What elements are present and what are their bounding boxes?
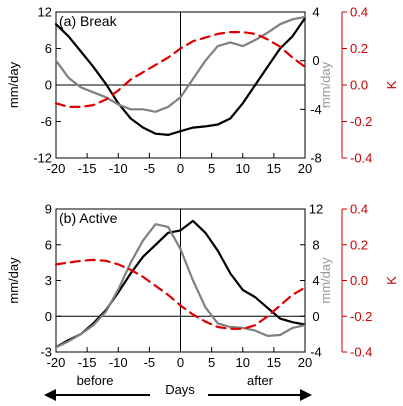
x-tick-label: 15 bbox=[267, 355, 281, 370]
panel-label: (b) Active bbox=[59, 210, 118, 226]
x-tick-label: 20 bbox=[298, 161, 312, 176]
y-right2-tick-label: 0.4 bbox=[350, 5, 368, 20]
x-tick-label: -15 bbox=[78, 355, 97, 370]
y-left-tick-label: 9 bbox=[45, 202, 52, 217]
y-left-label: mm/day bbox=[6, 257, 21, 304]
y-left-tick-label: -6 bbox=[40, 114, 52, 129]
x-tick-label: 5 bbox=[208, 355, 215, 370]
y-right1-tick-label: -8 bbox=[310, 151, 322, 166]
y-right2-tick-label: 0.0 bbox=[350, 78, 368, 93]
y-right2-tick-label: 0.2 bbox=[350, 41, 368, 56]
y-right2-tick-label: -0.2 bbox=[350, 309, 372, 324]
y-left-tick-label: 0 bbox=[45, 78, 52, 93]
y-right2-tick-label: -0.4 bbox=[350, 345, 372, 360]
precip-line bbox=[54, 219, 307, 349]
x-tick-label: 20 bbox=[298, 355, 312, 370]
y-right2-tick-label: 0.2 bbox=[350, 237, 368, 252]
y-right1-tick-label: -4 bbox=[310, 102, 322, 117]
y-right1-label: mm/day bbox=[318, 257, 333, 304]
x-tick-label: 10 bbox=[236, 161, 250, 176]
secondary-precip-line bbox=[54, 223, 307, 349]
x-tick-label: -10 bbox=[109, 355, 128, 370]
y-right1-tick-label: 4 bbox=[312, 273, 319, 288]
y-right2-tick-label: 0.0 bbox=[350, 273, 368, 288]
y-left-tick-label: 0 bbox=[45, 309, 52, 324]
y-right1-tick-label: 0 bbox=[312, 309, 319, 324]
y-left-tick-label: -3 bbox=[40, 345, 52, 360]
before-label: before bbox=[77, 373, 114, 388]
x-tick-label: -10 bbox=[109, 161, 128, 176]
x-tick-label: -5 bbox=[144, 161, 156, 176]
y-right1-tick-label: 12 bbox=[309, 202, 323, 217]
y-left-tick-label: 6 bbox=[45, 237, 52, 252]
y-left-tick-label: 6 bbox=[45, 41, 52, 56]
panel-label: (a) Break bbox=[59, 13, 118, 29]
x-tick-label: 15 bbox=[267, 161, 281, 176]
x-tick-label: 10 bbox=[236, 355, 250, 370]
y-left-tick-label: 3 bbox=[45, 273, 52, 288]
y-right1-tick-label: 8 bbox=[312, 237, 319, 252]
x-tick-label: 5 bbox=[208, 161, 215, 176]
x-tick-label: -15 bbox=[78, 161, 97, 176]
x-tick-label: 0 bbox=[177, 161, 184, 176]
y-right1-tick-label: 4 bbox=[312, 5, 319, 20]
precip-line bbox=[54, 17, 307, 136]
days-annotation: Days before after bbox=[44, 373, 312, 401]
panel-active: -20 -15 -10 -5 0 5 10 15 20 -3 0 3 6 9 mm/day -4 0 4 8 12 mm… bbox=[6, 202, 399, 371]
temperature-line bbox=[54, 30, 307, 109]
y-left-label: mm/day bbox=[6, 61, 21, 108]
x-tick-label: -20 bbox=[47, 161, 66, 176]
after-label: after bbox=[247, 373, 274, 388]
after-arrow-head bbox=[300, 389, 312, 401]
secondary-precip-line bbox=[54, 15, 307, 113]
panel-break: -20 -15 -10 -5 0 5 10 15 20 -12 -6 0 6 12 mm/day -8 -4 0 4… bbox=[6, 5, 399, 177]
y-right1-tick-label: -4 bbox=[310, 345, 322, 360]
before-arrow-head bbox=[44, 389, 56, 401]
y-right2-tick-label: -0.2 bbox=[350, 114, 372, 129]
y-right2-label: K bbox=[384, 80, 399, 89]
y-right1-label: mm/day bbox=[318, 61, 333, 108]
y-left-tick-label: -12 bbox=[33, 151, 52, 166]
x-tick-label: -20 bbox=[47, 355, 66, 370]
y-right2-tick-label: 0.4 bbox=[350, 202, 368, 217]
y-right1-tick-label: 0 bbox=[312, 53, 319, 68]
y-left-tick-label: 12 bbox=[38, 5, 52, 20]
y-right2-tick-label: -0.4 bbox=[350, 151, 372, 166]
x-tick-label: 0 bbox=[177, 355, 184, 370]
y-right2-label: K bbox=[384, 276, 399, 285]
x-axis-label: Days bbox=[165, 382, 195, 397]
x-tick-label: -5 bbox=[144, 355, 156, 370]
temperature-line bbox=[54, 258, 307, 330]
